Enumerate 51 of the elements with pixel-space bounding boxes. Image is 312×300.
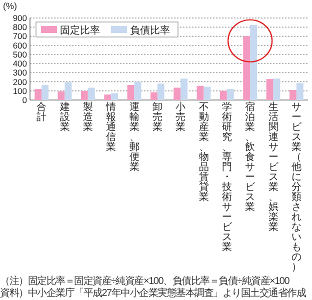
text: （注）固定比率＝固定資産÷純資産×100、負債比率＝負債÷純資産×100 (0, 276, 290, 287)
bar (250, 24, 258, 100)
x-tick-label: 情報通信業 (106, 102, 117, 153)
y-tick-label: 0 (22, 95, 28, 105)
bar (174, 88, 181, 100)
category-label: 生活関連サービス業、娯楽業 (268, 102, 278, 233)
category-label: 宿泊業、飲食サービス業 (245, 102, 256, 213)
category-label: 学術研究、専門・技術サービス業 (222, 102, 232, 253)
category-label: 不動産業、物品賃貸業 (198, 102, 209, 203)
bar (204, 86, 211, 100)
y-tick-label: 200 (12, 76, 28, 87)
y-tick-label: 600 (12, 40, 28, 50)
y-axis-title: (%) (3, 1, 17, 11)
bar (42, 84, 49, 100)
bar (104, 94, 112, 100)
bar (196, 86, 204, 100)
bar (289, 90, 296, 100)
text: 資料）中小企業庁「平成27年中小企業実態基本調査」より国土交通省作成 (0, 288, 306, 299)
bar (80, 90, 88, 100)
category-label: サービス業（他に分類されないもの） (291, 102, 302, 273)
bar (157, 84, 164, 100)
bar (127, 84, 134, 100)
bar (266, 79, 274, 100)
y-tick-label: 400 (12, 58, 28, 69)
y-tick-label: 300 (12, 68, 28, 78)
x-tick-label: 運輸業、郵便業 (128, 102, 140, 173)
y-tick-label: 800 (12, 22, 28, 32)
bar (58, 91, 65, 100)
bar (226, 89, 234, 100)
x-tick-label: 小売業 (175, 102, 186, 133)
y-tick-label: 100 (12, 86, 28, 96)
bar (111, 93, 118, 100)
bar (34, 89, 42, 100)
bar (150, 92, 158, 100)
bar (220, 90, 227, 100)
x-tick-label: 卸売業 (152, 102, 163, 133)
y-tick-label: 900 (12, 13, 28, 23)
x-tick-label: 製造業 (82, 102, 94, 133)
bar (180, 78, 188, 100)
bar (64, 82, 72, 100)
bar (243, 36, 250, 100)
bar (134, 82, 142, 100)
bar (296, 83, 304, 100)
bar (88, 88, 95, 100)
legend-label: 固定比率 (60, 24, 100, 36)
y-tick-label: 500 (12, 49, 28, 60)
x-tick-label: 合計 (36, 102, 48, 123)
x-tick-label: 建設業 (59, 102, 70, 133)
legend-label: 負債比率 (130, 24, 170, 36)
bar (273, 78, 280, 100)
y-tick-label: 700 (12, 31, 28, 42)
